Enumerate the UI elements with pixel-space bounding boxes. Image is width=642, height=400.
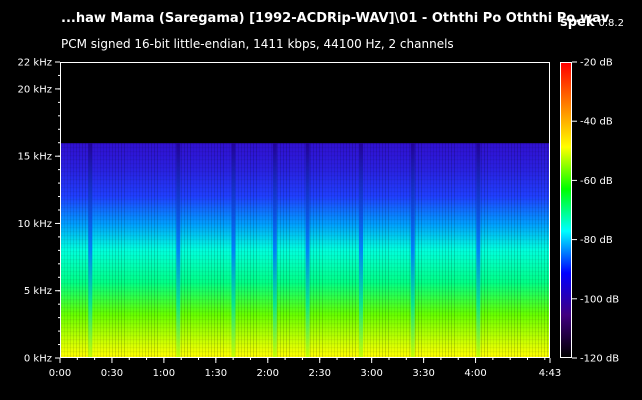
freq-tick-label: 20 kHz xyxy=(18,84,52,95)
spectrogram-dip xyxy=(231,143,236,357)
spectrogram-dip xyxy=(476,143,481,357)
freq-tick-label: 15 kHz xyxy=(18,152,52,163)
colorbar-tick-label: -40 dB xyxy=(580,117,613,128)
spectrogram-dip xyxy=(410,143,415,357)
time-tick-label: 0:00 xyxy=(49,368,71,379)
colorbar-tick-label: -80 dB xyxy=(580,235,613,246)
spectrogram-plot xyxy=(60,62,550,358)
time-tick-label: 1:00 xyxy=(153,368,175,379)
freq-tick-label: 5 kHz xyxy=(24,286,52,297)
colorbar-tick-label: -100 dB xyxy=(580,294,619,305)
time-tick-label: 0:30 xyxy=(101,368,123,379)
spectrogram-dip xyxy=(359,143,364,357)
app-version: 0.8.2 xyxy=(598,18,624,29)
spectrogram-dip xyxy=(305,143,310,357)
time-tick-label: 2:30 xyxy=(308,368,330,379)
spectrogram-dip xyxy=(272,143,277,357)
time-tick-label: 1:30 xyxy=(205,368,227,379)
spectrogram-fill xyxy=(61,143,549,357)
app-label: spek 0.8.2 xyxy=(560,11,624,30)
freq-tick-label: 0 kHz xyxy=(24,354,52,365)
colorbar-tick-label: -20 dB xyxy=(580,58,613,69)
freq-tick-label: 22 kHz xyxy=(18,58,52,69)
time-tick-label: 4:00 xyxy=(464,368,486,379)
file-title: ...haw Mama (Saregama) [1992-ACDRip-WAV]… xyxy=(61,11,610,26)
spectrogram-dip xyxy=(88,143,93,357)
time-tick-label: 2:00 xyxy=(257,368,279,379)
audio-info: PCM signed 16-bit little-endian, 1411 kb… xyxy=(61,37,454,51)
spectrogram-image xyxy=(61,143,549,357)
time-tick-label: 3:00 xyxy=(360,368,382,379)
colorbar xyxy=(560,62,572,358)
spectrogram-dip xyxy=(176,143,181,357)
colorbar-tick-label: -60 dB xyxy=(580,176,613,187)
time-tick-label: 4:43 xyxy=(539,368,561,379)
colorbar-tick-label: -120 dB xyxy=(580,354,619,365)
freq-tick-label: 10 kHz xyxy=(18,219,52,230)
time-tick-label: 3:30 xyxy=(412,368,434,379)
app-name: spek xyxy=(560,15,595,30)
